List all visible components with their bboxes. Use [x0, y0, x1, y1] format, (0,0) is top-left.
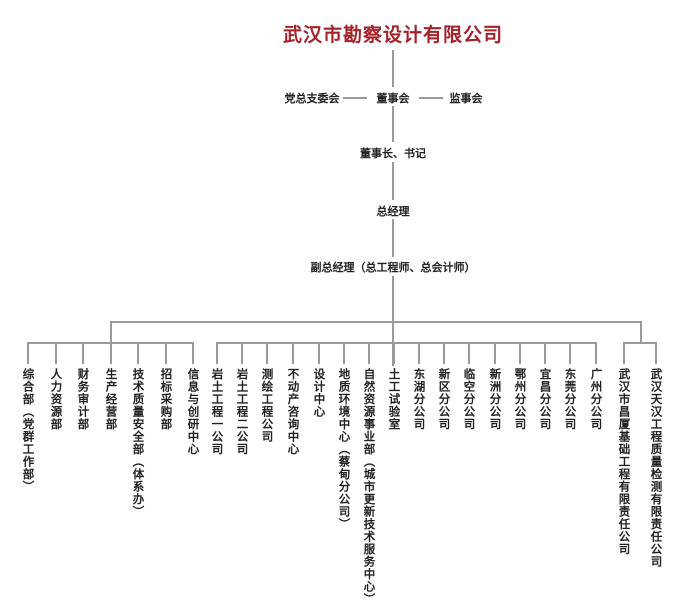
unit-node: 自然资源事业部（城市更新技术服务中心） [362, 368, 377, 606]
unit-node: 广州分公司 [589, 368, 604, 431]
unit-node: 测绘工程公司 [260, 368, 275, 443]
deputy-manager-node: 副总经理（总工程师、总会计师） [310, 261, 476, 274]
company-title: 武汉市勘察设计有限公司 [282, 24, 503, 46]
connector [623, 342, 625, 364]
department-node: 综合部（党群工作部） [21, 368, 36, 493]
connector [137, 342, 139, 364]
party-branch-node: 党总支委会 [284, 92, 340, 105]
connector [318, 342, 320, 364]
connector [655, 342, 657, 364]
unit-node: 岩土工程一公司 [210, 368, 225, 456]
department-node: 生产经营部 [104, 368, 119, 431]
connector [343, 97, 367, 99]
unit-node: 地质环境中心（蔡甸分公司） [337, 368, 352, 531]
connector [241, 342, 243, 364]
connector [494, 342, 496, 364]
connector [110, 321, 112, 343]
connector [343, 342, 345, 364]
connector [27, 342, 29, 364]
board-node: 董事会 [376, 92, 410, 105]
connector [569, 342, 571, 364]
subsidiary-node: 武汉市昌厦基础工程有限责任公司 [617, 368, 632, 556]
connector [82, 342, 84, 364]
connector [392, 50, 394, 87]
connector [266, 342, 268, 364]
connector [216, 342, 218, 364]
connector [55, 342, 57, 364]
connector [595, 342, 597, 364]
unit-node: 新洲分公司 [488, 368, 503, 431]
connector [443, 342, 445, 364]
connector [110, 342, 112, 364]
subsidiary-node: 武汉天汉工程质量检测有限责任公司 [649, 368, 664, 568]
connector [418, 342, 420, 364]
connector [392, 219, 394, 257]
department-node: 招标采购部 [159, 368, 174, 431]
unit-node: 临空分公司 [462, 368, 477, 431]
department-node: 技术质量安全部（体系办） [131, 368, 146, 518]
connector [419, 97, 443, 99]
connector [192, 342, 194, 364]
connector [468, 342, 470, 364]
unit-node: 新区分公司 [437, 368, 452, 431]
department-node: 人力资源部 [49, 368, 64, 431]
connector [519, 342, 521, 364]
unit-node: 鄂州分公司 [513, 368, 528, 431]
connector [292, 342, 294, 364]
unit-node: 岩土工程二公司 [235, 368, 250, 456]
connector [392, 162, 394, 200]
connector [392, 106, 394, 142]
connector [216, 342, 596, 344]
connector [393, 342, 395, 364]
general-manager-node: 总经理 [376, 205, 410, 218]
unit-node: 不动产咨询中心 [286, 368, 301, 456]
connector [623, 342, 656, 344]
department-node: 信息与创研中心 [186, 368, 201, 456]
chairman-node: 董事长、书记 [360, 147, 426, 160]
department-node: 财务审计部 [76, 368, 91, 431]
connector [110, 321, 640, 323]
unit-node: 东湖分公司 [412, 368, 427, 431]
connector [165, 342, 167, 364]
unit-node: 土工试验室 [387, 368, 402, 431]
unit-node: 东莞分公司 [563, 368, 578, 431]
connector [368, 342, 370, 364]
unit-node: 设计中心 [312, 368, 327, 418]
unit-node: 宜昌分公司 [538, 368, 553, 431]
connector [544, 342, 546, 364]
connector [640, 321, 642, 343]
supervisory-board-node: 监事会 [449, 92, 483, 105]
